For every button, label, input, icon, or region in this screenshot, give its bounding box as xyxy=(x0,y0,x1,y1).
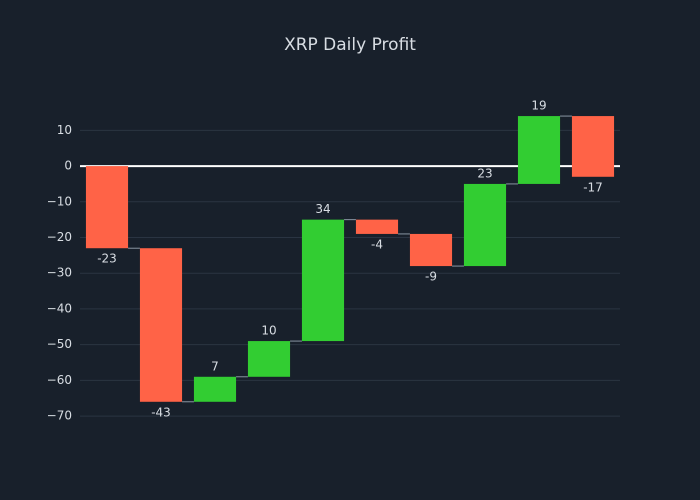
y-tick-label: −10 xyxy=(47,194,72,208)
bar xyxy=(409,233,453,267)
bar xyxy=(355,219,399,234)
value-label: 34 xyxy=(315,202,330,216)
value-label: -43 xyxy=(151,405,171,419)
y-tick-label: −40 xyxy=(47,301,72,315)
y-tick-label: −60 xyxy=(47,373,72,387)
y-tick-label: 10 xyxy=(57,123,72,137)
bar xyxy=(193,376,237,402)
bar xyxy=(247,341,291,377)
bar xyxy=(517,116,561,184)
y-tick-label: −20 xyxy=(47,230,72,244)
bar xyxy=(571,116,615,177)
value-label: -4 xyxy=(371,237,383,251)
bar xyxy=(463,183,507,267)
bar xyxy=(301,219,345,342)
value-label: -9 xyxy=(425,270,437,284)
bar xyxy=(139,248,183,402)
y-tick-label: −30 xyxy=(47,266,72,280)
y-tick-label: −70 xyxy=(47,409,72,423)
bar xyxy=(85,166,129,249)
value-label: 7 xyxy=(211,359,219,373)
value-label: 19 xyxy=(531,99,546,113)
y-tick-label: −50 xyxy=(47,337,72,351)
chart-title: XRP Daily Profit xyxy=(284,35,416,55)
value-label: 10 xyxy=(261,324,276,338)
value-label: -23 xyxy=(97,252,117,266)
y-tick-label: 0 xyxy=(64,159,72,173)
value-label: 23 xyxy=(477,166,492,180)
value-label: -17 xyxy=(583,180,603,194)
